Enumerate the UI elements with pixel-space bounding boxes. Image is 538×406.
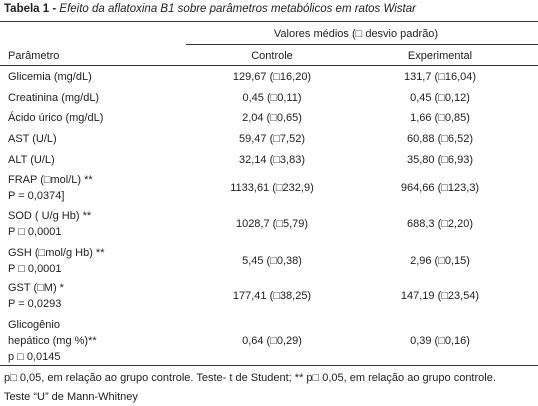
parameter-name: P □ 0,0001 xyxy=(8,263,62,275)
cell-value: 147,19 (□23,54) xyxy=(400,290,480,302)
rule xyxy=(0,65,538,66)
parameter-name: AST (U/L) xyxy=(8,133,57,145)
parameter-name: p □ 0,0145 xyxy=(8,351,61,363)
footnote: Teste “U” de Mann-Whitney xyxy=(4,391,138,403)
cell-value: 1028,7 (□5,79) xyxy=(235,218,309,230)
parameter-name: Glicogênio xyxy=(8,319,60,331)
cell-value: 177,41 (□38,25) xyxy=(232,290,312,302)
parameter-name: SOD ( U/g Hb) ** xyxy=(8,210,92,222)
parameter-name: GST (□M) * xyxy=(8,282,64,294)
cell-value: 1133,61 (□232,9) xyxy=(230,182,314,194)
cell-value: 35,80 (□6,93) xyxy=(407,154,473,166)
cell-value: 32,14 (□3,83) xyxy=(239,154,305,166)
cell-value: 964,66 (□123,3) xyxy=(400,182,480,194)
parameter-name: P = 0,0374] xyxy=(8,190,65,202)
cell-value: 131,7 (□16,04) xyxy=(403,71,477,83)
title-label: Tabela 1 - xyxy=(4,3,57,15)
title-text: Efeito da aflatoxina B1 sobre parâmetros… xyxy=(59,3,416,15)
cell-value: 0,45 (□0,11) xyxy=(242,92,302,104)
rule xyxy=(186,44,538,45)
group-header: Valores médios (□ desvio padrão) xyxy=(273,28,439,40)
cell-value: 688,3 (□2,20) xyxy=(407,218,473,230)
rule xyxy=(0,365,538,366)
parameter-name: Glicemia (mg/dL) xyxy=(8,71,92,83)
cell-value: 0,45 (□0,12) xyxy=(410,92,470,104)
parameter-name: ALT (U/L) xyxy=(8,154,55,166)
parameter-name: P = 0,0293 xyxy=(8,298,62,310)
cell-value: 59,47 (□7,52) xyxy=(239,133,305,145)
cell-value: 1,66 (□0,85) xyxy=(410,112,470,124)
footnote: p□ 0,05, em relação ao grupo controle. T… xyxy=(4,372,496,384)
cell-value: 60,88 (□6,52) xyxy=(407,133,473,145)
parameter-name: Creatinina (mg/dL) xyxy=(8,92,100,104)
cell-value: 5,45 (□0,38) xyxy=(242,255,302,267)
column-header: Parâmetro xyxy=(8,50,60,62)
column-header: Controle xyxy=(251,50,293,62)
parameter-name: Ácido úrico (mg/dL) xyxy=(8,112,104,124)
parameter-name: FRAP (□mol/L) ** xyxy=(8,174,93,186)
parameter-name: P □ 0,0001 xyxy=(8,226,62,238)
cell-value: 129,67 (□16,20) xyxy=(232,71,312,83)
cell-value: 2,04 (□0,65) xyxy=(242,112,302,124)
cell-value: 0,64 (□0,29) xyxy=(242,335,302,347)
rule xyxy=(0,21,538,22)
cell-value: 0,39 (□0,16) xyxy=(410,335,470,347)
parameter-name: GSH (□mol/g Hb) ** xyxy=(8,247,105,259)
table-title: Tabela 1 - Efeito da aflatoxina B1 sobre… xyxy=(4,3,416,16)
column-header: Experimental xyxy=(407,50,473,62)
cell-value: 2,96 (□0,15) xyxy=(410,255,470,267)
parameter-name: hepático (mg %)** xyxy=(8,335,97,347)
